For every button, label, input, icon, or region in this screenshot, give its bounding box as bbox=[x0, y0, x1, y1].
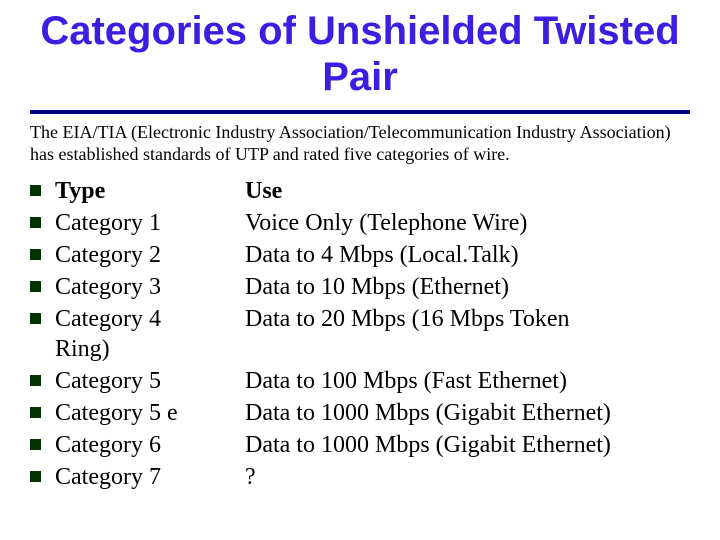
list-item: Category 5 Data to 100 Mbps (Fast Ethern… bbox=[30, 366, 690, 396]
use-cell: Voice Only (Telephone Wire) bbox=[245, 208, 690, 238]
square-bullet-icon bbox=[30, 249, 41, 260]
type-cell: Category 4 bbox=[55, 304, 245, 334]
square-bullet-icon bbox=[30, 471, 41, 482]
square-bullet-icon bbox=[30, 217, 41, 228]
square-bullet-icon bbox=[30, 375, 41, 386]
type-cell: Category 2 bbox=[55, 240, 245, 270]
use-cell: Data to 10 Mbps (Ethernet) bbox=[245, 272, 690, 302]
list-item: Category 2 Data to 4 Mbps (Local.Talk) bbox=[30, 240, 690, 270]
use-cell: Data to 20 Mbps (16 Mbps Token bbox=[245, 304, 690, 334]
list-item: Category 5 e Data to 1000 Mbps (Gigabit … bbox=[30, 398, 690, 428]
category-list: Type Use Category 1 Voice Only (Telephon… bbox=[30, 176, 690, 492]
type-cell: Category 5 bbox=[55, 366, 245, 396]
type-cell: Category 6 bbox=[55, 430, 245, 460]
square-bullet-icon bbox=[30, 407, 41, 418]
list-item: Category 3 Data to 10 Mbps (Ethernet) bbox=[30, 272, 690, 302]
list-item: Category 6 Data to 1000 Mbps (Gigabit Et… bbox=[30, 430, 690, 460]
title-underline bbox=[30, 110, 690, 114]
list-header: Type Use bbox=[30, 176, 690, 206]
list-item: Category 1 Voice Only (Telephone Wire) bbox=[30, 208, 690, 238]
type-cell: Category 3 bbox=[55, 272, 245, 302]
use-cell: Data to 1000 Mbps (Gigabit Ethernet) bbox=[245, 430, 690, 460]
use-cell: ? bbox=[245, 462, 690, 492]
intro-text: The EIA/TIA (Electronic Industry Associa… bbox=[30, 122, 690, 166]
square-bullet-icon bbox=[30, 185, 41, 196]
use-cell-wrap: Ring) bbox=[55, 334, 690, 364]
type-cell: Category 7 bbox=[55, 462, 245, 492]
type-cell: Category 5 e bbox=[55, 398, 245, 428]
square-bullet-icon bbox=[30, 313, 41, 324]
slide-title: Categories of Unshielded Twisted Pair bbox=[30, 8, 690, 110]
header-type: Type bbox=[55, 176, 245, 206]
use-cell: Data to 4 Mbps (Local.Talk) bbox=[245, 240, 690, 270]
square-bullet-icon bbox=[30, 281, 41, 292]
use-cell: Data to 100 Mbps (Fast Ethernet) bbox=[245, 366, 690, 396]
use-cell: Data to 1000 Mbps (Gigabit Ethernet) bbox=[245, 398, 690, 428]
list-item: Category 7 ? bbox=[30, 462, 690, 492]
header-use: Use bbox=[245, 176, 690, 206]
slide: Categories of Unshielded Twisted Pair Th… bbox=[0, 0, 720, 540]
type-cell: Category 1 bbox=[55, 208, 245, 238]
square-bullet-icon bbox=[30, 439, 41, 450]
list-item: Category 4 Data to 20 Mbps (16 Mbps Toke… bbox=[30, 304, 690, 364]
